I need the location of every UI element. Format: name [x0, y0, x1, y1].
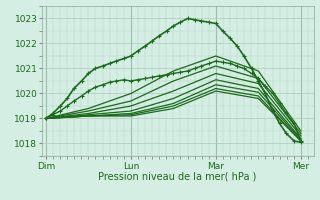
- X-axis label: Pression niveau de la mer( hPa ): Pression niveau de la mer( hPa ): [99, 172, 257, 182]
